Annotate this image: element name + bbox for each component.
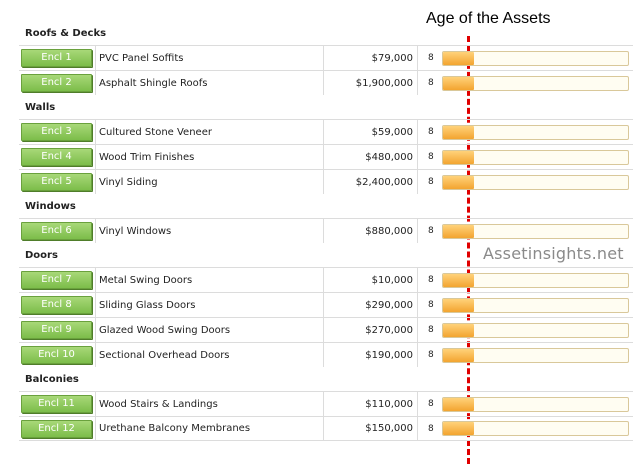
age-bar [442, 223, 629, 239]
asset-cost: $480,000 [324, 145, 418, 169]
age-bar [442, 50, 629, 66]
asset-cost: $10,000 [324, 268, 418, 292]
section-header: Walls [25, 101, 56, 113]
encl-button[interactable]: Encl 7 [21, 271, 92, 289]
age-bar-fill [443, 422, 475, 435]
asset-name: Wood Trim Finishes [96, 145, 324, 169]
section-header: Windows [25, 200, 76, 212]
table-row: Encl 12 Urethane Balcony Membranes $150,… [19, 416, 633, 441]
encl-button[interactable]: Encl 10 [21, 346, 92, 364]
age-value: 8 [428, 423, 434, 434]
asset-cost: $2,400,000 [324, 170, 418, 194]
section-header: Doors [25, 249, 58, 261]
asset-cost: $79,000 [324, 46, 418, 70]
encl-button[interactable]: Encl 12 [21, 419, 92, 438]
asset-cost: $110,000 [324, 392, 418, 416]
encl-button[interactable]: Encl 9 [21, 321, 92, 339]
table-row: Encl 8 Sliding Glass Doors $290,000 8 [19, 292, 633, 317]
table-row: Encl 1 PVC Panel Soffits $79,000 8 [19, 45, 633, 70]
table-row: Encl 7 Metal Swing Doors $10,000 8 [19, 267, 633, 292]
encl-button[interactable]: Encl 5 [21, 173, 92, 191]
table-row: Encl 3 Cultured Stone Veneer $59,000 8 [19, 119, 633, 144]
age-value: 8 [428, 127, 434, 137]
asset-cost: $1,900,000 [324, 71, 418, 95]
encl-button[interactable]: Encl 6 [21, 222, 92, 240]
asset-name: Urethane Balcony Membranes [96, 417, 324, 440]
asset-name: Asphalt Shingle Roofs [96, 71, 324, 95]
age-bar [442, 149, 629, 165]
age-bar-fill [443, 224, 475, 238]
age-bar [442, 75, 629, 91]
age-bar [442, 322, 629, 338]
encl-button[interactable]: Encl 2 [21, 74, 92, 92]
age-bar-fill [443, 348, 475, 362]
age-value: 8 [428, 325, 434, 335]
encl-button[interactable]: Encl 3 [21, 123, 92, 141]
age-bar-fill [443, 175, 475, 189]
age-bar [442, 297, 629, 313]
encl-button[interactable]: Encl 11 [21, 395, 92, 413]
asset-cost: $270,000 [324, 318, 418, 342]
age-bar-fill [443, 125, 475, 139]
asset-cost: $190,000 [324, 343, 418, 367]
age-bar [442, 272, 629, 288]
asset-name: Metal Swing Doors [96, 268, 324, 292]
asset-table: Roofs & Decks Encl 1 PVC Panel Soffits $… [19, 21, 633, 441]
asset-cost: $290,000 [324, 293, 418, 317]
table-row: Encl 9 Glazed Wood Swing Doors $270,000 … [19, 317, 633, 342]
encl-button[interactable]: Encl 4 [21, 148, 92, 166]
encl-button[interactable]: Encl 8 [21, 296, 92, 314]
section-header: Roofs & Decks [25, 27, 107, 39]
watermark: Assetinsights.net [483, 244, 624, 263]
page-title: Age of the Assets [426, 10, 551, 27]
asset-name: Sectional Overhead Doors [96, 343, 324, 367]
table-row: Encl 5 Vinyl Siding $2,400,000 8 [19, 169, 633, 194]
encl-button[interactable]: Encl 1 [21, 49, 92, 67]
table-row: Encl 2 Asphalt Shingle Roofs $1,900,000 … [19, 70, 633, 95]
table-row: Encl 6 Vinyl Windows $880,000 8 [19, 218, 633, 243]
age-bar-fill [443, 323, 475, 337]
age-value: 8 [428, 399, 434, 409]
asset-cost: $880,000 [324, 219, 418, 243]
age-bar [442, 396, 629, 412]
table-row: Encl 10 Sectional Overhead Doors $190,00… [19, 342, 633, 367]
age-value: 8 [428, 152, 434, 162]
age-bar-fill [443, 76, 475, 90]
age-marker-line [467, 36, 470, 464]
age-bar [442, 347, 629, 363]
table-row: Encl 4 Wood Trim Finishes $480,000 8 [19, 144, 633, 169]
age-bar-fill [443, 273, 475, 287]
asset-cost: $150,000 [324, 417, 418, 440]
asset-name: Vinyl Siding [96, 170, 324, 194]
asset-name: PVC Panel Soffits [96, 46, 324, 70]
age-bar [442, 124, 629, 140]
age-value: 8 [428, 177, 434, 187]
age-value: 8 [428, 53, 434, 63]
age-value: 8 [428, 300, 434, 310]
asset-name: Vinyl Windows [96, 219, 324, 243]
age-bar-fill [443, 51, 475, 65]
age-bar-fill [443, 298, 475, 312]
age-bar [442, 421, 629, 436]
asset-name: Glazed Wood Swing Doors [96, 318, 324, 342]
asset-name: Wood Stairs & Landings [96, 392, 324, 416]
age-value: 8 [428, 350, 434, 360]
age-value: 8 [428, 275, 434, 285]
age-bar-fill [443, 150, 475, 164]
asset-name: Cultured Stone Veneer [96, 120, 324, 144]
age-value: 8 [428, 78, 434, 88]
section-header: Balconies [25, 373, 79, 385]
age-value: 8 [428, 226, 434, 236]
asset-cost: $59,000 [324, 120, 418, 144]
asset-name: Sliding Glass Doors [96, 293, 324, 317]
age-bar-fill [443, 397, 475, 411]
age-bar [442, 174, 629, 190]
table-row: Encl 11 Wood Stairs & Landings $110,000 … [19, 391, 633, 416]
